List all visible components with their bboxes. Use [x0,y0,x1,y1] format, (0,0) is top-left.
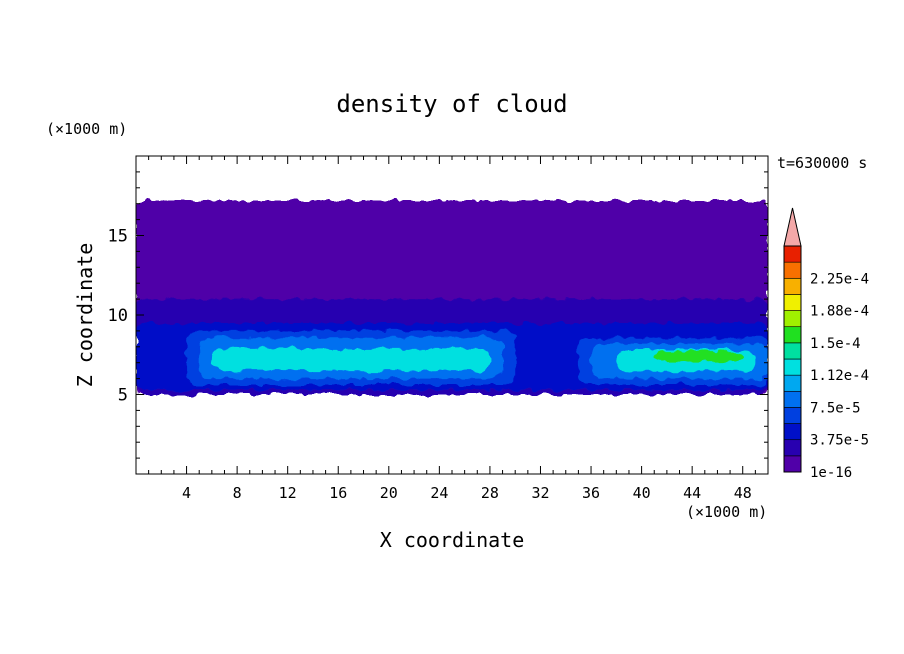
contour-region [654,351,743,362]
x-tick-label: 36 [582,484,600,502]
y-tick-label: 15 [108,227,128,247]
colorbar-label: 1.5e-4 [810,336,861,352]
colorbar-swatch [783,358,802,376]
x-tick-label: 16 [329,484,347,502]
colorbar-label: 1.88e-4 [810,304,869,320]
x-unit-label: (×1000 m) [686,503,767,521]
colorbar-frame [783,245,802,473]
colorbar-label: 1.12e-4 [810,368,869,384]
x-axis: 4 8 12 16 20 24 28 32 36 40 44 48 [148,156,756,502]
x-tick-label: 32 [531,484,549,502]
y-axis: 5 10 15 [108,171,768,459]
colorbar-swatch [783,439,802,457]
x-tick-label: 20 [380,484,398,502]
x-axis-label: X coordinate [380,528,525,552]
time-label: t=630000 s [777,154,867,172]
colorbar-swatch [783,261,802,279]
colorbar-swatch [783,310,802,328]
colorbar-swatch [783,407,802,424]
colorbar-swatch [783,423,802,441]
x-tick-label: 44 [683,484,701,502]
colorbar-swatch [783,342,802,360]
x-tick-label: 12 [279,484,297,502]
colorbar-swatch [783,277,802,295]
colorbar-label: 7.5e-5 [810,400,861,416]
y-unit-label: (×1000 m) [46,120,127,138]
colorbar: 1e-16 3.75e-5 7.5e-5 1.12e-4 1.5e-4 1.88e-4 2.… [783,207,869,481]
contour-region [211,348,490,371]
colorbar-swatch [783,245,802,263]
colorbar-swatch [783,326,802,344]
colorbar-label: 2.25e-4 [810,271,869,287]
x-tick-label: 48 [734,484,752,502]
colorbar-swatch [783,390,802,408]
chart-title: density of cloud [336,90,567,118]
x-tick-label: 40 [633,484,651,502]
x-tick-label: 28 [481,484,499,502]
colorbar-swatch [783,455,802,473]
colorbar-over-triangle [783,207,802,247]
y-tick-label: 10 [108,306,128,326]
colorbar-swatch [783,374,802,392]
x-tick-label: 24 [430,484,448,502]
y-axis-label: Z coordinate [73,243,97,388]
colorbar-label: 1e-16 [810,465,852,481]
x-tick-label: 4 [182,484,191,502]
colorbar-swatch [783,294,802,311]
x-tick-label: 8 [233,484,242,502]
y-tick-label: 5 [118,386,128,406]
colorbar-label: 3.75e-5 [810,433,869,449]
